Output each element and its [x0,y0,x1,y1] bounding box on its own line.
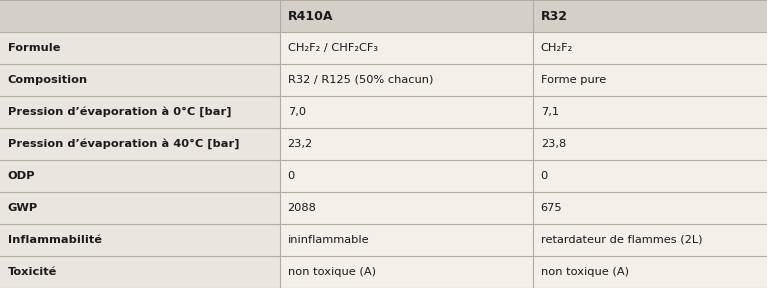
Text: 2088: 2088 [288,203,317,213]
Text: R32 / R125 (50% chacun): R32 / R125 (50% chacun) [288,75,433,85]
Text: R410A: R410A [288,10,333,22]
Text: 23,8: 23,8 [541,139,566,149]
Bar [280,96,533,128]
Bar [0,32,280,64]
Text: non toxique (A): non toxique (A) [288,267,376,277]
Text: R32: R32 [541,10,568,22]
Bar [533,0,767,32]
Bar [0,224,280,256]
Text: 0: 0 [541,171,548,181]
Bar [533,224,767,256]
Bar [0,96,280,128]
Bar [533,160,767,192]
Text: ODP: ODP [8,171,35,181]
Text: 675: 675 [541,203,562,213]
Text: Pression d’évaporation à 0°C [bar]: Pression d’évaporation à 0°C [bar] [8,107,231,118]
Text: Forme pure: Forme pure [541,75,606,85]
Bar [280,192,533,224]
Text: retardateur de flammes (2L): retardateur de flammes (2L) [541,235,703,245]
Bar [280,160,533,192]
Bar [533,96,767,128]
Bar [533,128,767,160]
Text: ininflammable: ininflammable [288,235,369,245]
Text: Pression d’évaporation à 40°C [bar]: Pression d’évaporation à 40°C [bar] [8,139,239,149]
Text: 0: 0 [288,171,295,181]
Text: Formule: Formule [8,43,60,53]
Text: Composition: Composition [8,75,87,85]
Text: Inflammabilité: Inflammabilité [8,235,102,245]
Bar [0,64,280,96]
Text: CH₂F₂ / CHF₂CF₃: CH₂F₂ / CHF₂CF₃ [288,43,377,53]
Bar [0,256,280,288]
Bar [0,0,280,32]
Bar [0,128,280,160]
Bar [533,256,767,288]
Bar [280,128,533,160]
Bar [0,160,280,192]
Bar [280,64,533,96]
Text: non toxique (A): non toxique (A) [541,267,629,277]
Text: Toxicité: Toxicité [8,267,57,277]
Bar [533,192,767,224]
Bar [533,32,767,64]
Text: 23,2: 23,2 [288,139,313,149]
Bar [280,0,533,32]
Text: 7,0: 7,0 [288,107,306,117]
Bar [533,64,767,96]
Text: 7,1: 7,1 [541,107,559,117]
Bar [280,32,533,64]
Text: GWP: GWP [8,203,38,213]
Bar [280,256,533,288]
Bar [280,224,533,256]
Text: CH₂F₂: CH₂F₂ [541,43,573,53]
Bar [0,192,280,224]
